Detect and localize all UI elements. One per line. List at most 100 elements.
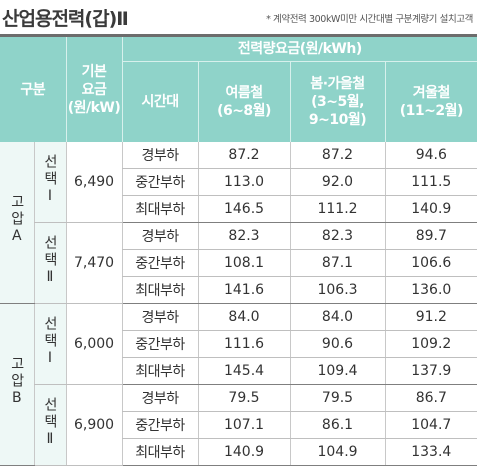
period-cell: 최대부하 xyxy=(121,438,199,466)
rate-table: 구분 기본 요금 (원/kW) 전력량요금(원/kWh) 시간대 여름철 (6~… xyxy=(0,37,477,466)
spring-fall-rate: 109.4 xyxy=(289,357,386,385)
summer-rate: 146.5 xyxy=(197,195,291,223)
spring-fall-rate: 79.5 xyxy=(289,384,386,412)
period-cell: 경부하 xyxy=(121,384,199,412)
header-type: 구분 xyxy=(0,37,67,142)
summer-rate: 79.5 xyxy=(197,384,291,412)
summer-rate: 141.6 xyxy=(197,276,291,304)
header-base-fee: 기본 요금 (원/kW) xyxy=(65,37,123,142)
footnote: * 계약전력 300kW미만 시간대별 구분계량기 설치고객 xyxy=(266,14,473,25)
table-row: 고압B 선택Ⅰ 6,000 경부하 84.0 84.0 91.2 xyxy=(0,303,477,466)
summer-rate: 113.0 xyxy=(197,168,291,196)
header-spring-fall-line-3: 9~10월) xyxy=(308,112,367,128)
header-winter: 겨울철 (11~2월) xyxy=(384,61,477,142)
spring-fall-rate: 87.2 xyxy=(289,142,386,169)
period-cell: 최대부하 xyxy=(121,276,199,304)
option-label: 선택Ⅱ xyxy=(42,396,58,450)
table-row: 선택Ⅱ 7,470 경부하 82.3 82.3 89.7 xyxy=(0,222,477,304)
header-energy-group: 전력량요금(원/kWh) xyxy=(121,37,477,62)
spring-fall-rate: 90.6 xyxy=(289,330,386,358)
header-summer: 여름철 (6~8월) xyxy=(197,61,291,142)
base-fee-cell: 6,000 xyxy=(65,303,123,385)
header-base-fee-line-2: 요금 xyxy=(81,81,107,98)
winter-rate: 111.5 xyxy=(384,168,477,196)
header-spring-fall-line-2: (3~5월, xyxy=(311,94,364,110)
summer-rate: 145.4 xyxy=(197,357,291,385)
winter-rate: 109.2 xyxy=(384,330,477,358)
type-cell: 고압A xyxy=(0,142,34,304)
table-row: 중간부하 111.6 90.6 109.2 xyxy=(0,330,477,358)
table-body: 고압A 선택Ⅰ 6,490 경부하 87.2 87.2 94.6 중간부하 11… xyxy=(0,142,477,466)
header-base-fee-line-3: (원/kW) xyxy=(67,99,121,116)
table-row: 선택Ⅱ 6,900 경부하 79.5 79.5 86.7 xyxy=(0,384,477,466)
table-row: 중간부하 108.1 87.1 106.6 xyxy=(0,249,477,277)
header-summer-line-2: (6~8월) xyxy=(217,103,271,119)
period-cell: 중간부하 xyxy=(121,168,199,196)
summer-rate: 87.2 xyxy=(197,142,291,169)
winter-rate: 104.7 xyxy=(384,411,477,439)
header-summer-line-1: 여름철 xyxy=(225,85,263,101)
header-spring-fall: 봄·가을철 (3~5월, 9~10월) xyxy=(289,61,386,142)
period-cell: 최대부하 xyxy=(121,195,199,223)
spring-fall-rate: 84.0 xyxy=(289,303,386,331)
option-label: 선택Ⅰ xyxy=(42,153,58,207)
period-cell: 경부하 xyxy=(121,142,199,169)
type-label: 고압A xyxy=(8,194,25,247)
header-winter-line-2: (11~2월) xyxy=(399,103,464,119)
summer-rate: 107.1 xyxy=(197,411,291,439)
winter-rate: 137.9 xyxy=(384,357,477,385)
period-cell: 중간부하 xyxy=(121,249,199,277)
summer-rate: 111.6 xyxy=(197,330,291,358)
table-row: 최대부하 145.4 109.4 137.9 xyxy=(0,357,477,385)
period-cell: 중간부하 xyxy=(121,411,199,439)
base-fee-cell: 7,470 xyxy=(65,222,123,304)
option-cell: 선택Ⅱ xyxy=(33,222,67,304)
spring-fall-rate: 87.1 xyxy=(289,249,386,277)
period-cell: 경부하 xyxy=(121,222,199,250)
winter-rate: 136.0 xyxy=(384,276,477,304)
table-row: 중간부하 107.1 86.1 104.7 xyxy=(0,411,477,439)
table-row: 최대부하 146.5 111.2 140.9 xyxy=(0,195,477,223)
summer-rate: 108.1 xyxy=(197,249,291,277)
winter-rate: 140.9 xyxy=(384,195,477,223)
winter-rate: 106.6 xyxy=(384,249,477,277)
spring-fall-rate: 92.0 xyxy=(289,168,386,196)
winter-rate: 94.6 xyxy=(384,142,477,169)
header-base-fee-line-1: 기본 xyxy=(81,63,107,80)
base-fee-cell: 6,900 xyxy=(65,384,123,466)
page-title: 산업용전력(갑)Ⅱ xyxy=(2,8,129,30)
header-winter-line-1: 겨울철 xyxy=(412,85,451,101)
summer-rate: 140.9 xyxy=(197,438,291,466)
period-cell: 최대부하 xyxy=(121,357,199,385)
base-fee-cell: 6,490 xyxy=(65,142,123,223)
option-cell: 선택Ⅰ xyxy=(33,142,67,223)
option-cell: 선택Ⅰ xyxy=(33,303,67,385)
summer-rate: 84.0 xyxy=(197,303,291,331)
spring-fall-rate: 86.1 xyxy=(289,411,386,439)
winter-rate: 86.7 xyxy=(384,384,477,412)
type-cell: 고압B xyxy=(0,303,34,466)
spring-fall-rate: 82.3 xyxy=(289,222,386,250)
table-row: 최대부하 141.6 106.3 136.0 xyxy=(0,276,477,304)
option-label: 선택Ⅱ xyxy=(42,234,58,288)
header-rule xyxy=(0,34,477,37)
winter-rate: 91.2 xyxy=(384,303,477,331)
type-label: 고압B xyxy=(8,356,25,409)
option-label: 선택Ⅰ xyxy=(42,315,58,369)
period-cell: 중간부하 xyxy=(121,330,199,358)
table-header: 구분 기본 요금 (원/kW) 전력량요금(원/kWh) 시간대 여름철 (6~… xyxy=(0,37,477,142)
table-row: 중간부하 113.0 92.0 111.5 xyxy=(0,168,477,196)
header-period: 시간대 xyxy=(121,61,199,142)
spring-fall-rate: 111.2 xyxy=(289,195,386,223)
option-cell: 선택Ⅱ xyxy=(33,384,67,466)
header-spring-fall-line-1: 봄·가을철 xyxy=(310,76,365,92)
period-cell: 경부하 xyxy=(121,303,199,331)
summer-rate: 82.3 xyxy=(197,222,291,250)
winter-rate: 89.7 xyxy=(384,222,477,250)
table-row: 최대부하 140.9 104.9 133.4 xyxy=(0,438,477,466)
table-row: 고압A 선택Ⅰ 6,490 경부하 87.2 87.2 94.6 xyxy=(0,142,477,304)
spring-fall-rate: 106.3 xyxy=(289,276,386,304)
winter-rate: 133.4 xyxy=(384,438,477,466)
spring-fall-rate: 104.9 xyxy=(289,438,386,466)
